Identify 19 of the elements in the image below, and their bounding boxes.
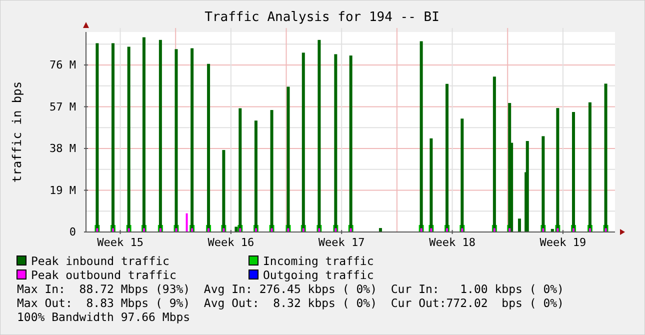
legend-label: Peak inbound traffic [31,254,170,268]
y-tick-label: 0 [69,226,76,239]
legend-label: Incoming traffic [263,254,374,268]
x-tick-label: Week 18 [429,236,476,249]
y-axis-title: traffic in bps [10,81,24,183]
legend-label: Peak outbound traffic [31,268,176,282]
y-tick-label: 76 M [50,58,76,72]
y-tick-label: 38 M [50,142,76,156]
x-tick-label: Week 15 [97,236,144,249]
y-tick-label: 57 M [50,100,76,114]
y-tick-label: 19 M [50,184,76,197]
x-tick-label: Week 16 [208,236,254,249]
x-tick-label: Week 19 [540,236,586,249]
text: 100% Bandwidth 97.66 Mbps [17,310,190,324]
text: Max Out: 8.83 Mbps ( 9%) Avg Out: 8.32 kbps ( 0%) Cur Out:772.02 bps ( 0%) [17,296,564,310]
x-tick-label: Week 17 [318,236,365,249]
text: Max In: 88.72 Mbps (93%) Avg In: 276.45 kbps ( 0%) Cur In: 1.00 kbps ( 0%) [17,282,564,296]
chart-title: Traffic Analysis for 194 -- BI [204,10,440,25]
legend-label: Outgoing traffic [263,268,374,282]
